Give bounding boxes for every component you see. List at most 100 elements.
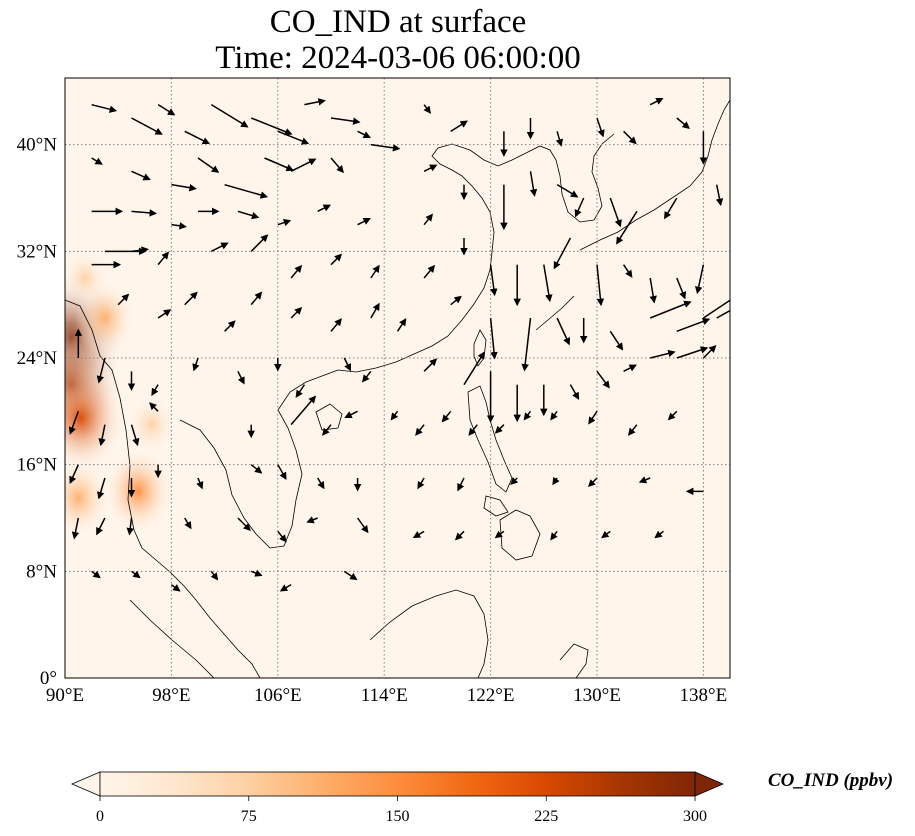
coastline-indochina bbox=[179, 369, 339, 549]
wind-arrow bbox=[556, 317, 570, 346]
wind-arrow bbox=[654, 530, 664, 539]
coastline-japan bbox=[579, 99, 730, 251]
wind-arrow bbox=[574, 197, 585, 218]
wind-arrow bbox=[157, 309, 172, 319]
wind-arrow bbox=[96, 517, 106, 536]
wind-arrow bbox=[237, 370, 245, 385]
concentration-hotspot bbox=[65, 363, 125, 473]
wind-arrow bbox=[344, 410, 358, 419]
wind-arrow bbox=[250, 234, 269, 252]
wind-arrow bbox=[450, 295, 462, 306]
wind-arrow bbox=[521, 317, 532, 372]
wind-arrow bbox=[131, 570, 141, 579]
wind-arrow bbox=[151, 384, 159, 396]
longitude-label: 138°E bbox=[680, 685, 728, 706]
longitude-tick-labels: 90°E 98°E 106°E 114°E 122°E 130°E 138°E bbox=[46, 685, 727, 706]
colorbar-title: CO_IND (ppbv) bbox=[768, 770, 894, 791]
concentration-hotspot bbox=[65, 458, 111, 538]
wind-arrow bbox=[96, 357, 106, 384]
wind-arrow bbox=[361, 370, 372, 383]
wind-arrow bbox=[306, 516, 318, 524]
coastline-korea bbox=[555, 133, 615, 223]
wind-arrow bbox=[91, 570, 101, 579]
wind-arrow bbox=[370, 264, 380, 279]
wind-arrow bbox=[553, 237, 572, 270]
wind-arrow bbox=[423, 264, 436, 279]
longitude-label: 114°E bbox=[361, 685, 408, 706]
coastline-sulawesi bbox=[559, 643, 589, 678]
wind-arrow bbox=[131, 117, 163, 135]
wind-arrow bbox=[523, 410, 532, 421]
wind-arrow bbox=[716, 309, 730, 319]
wind-arrow bbox=[702, 344, 717, 359]
wind-arrow bbox=[489, 317, 498, 360]
wind-arrow bbox=[157, 104, 176, 116]
wind-arrow bbox=[126, 517, 134, 536]
wind-arrow bbox=[330, 157, 344, 174]
wind-arrow bbox=[676, 117, 690, 129]
latitude-label: 8°N bbox=[26, 561, 57, 582]
wind-arrow bbox=[250, 464, 263, 474]
longitude-label: 130°E bbox=[573, 685, 621, 706]
wind-arrow bbox=[543, 264, 553, 303]
wind-arrow bbox=[396, 318, 407, 332]
wind-arrow bbox=[417, 477, 425, 490]
wind-arrow bbox=[510, 477, 519, 486]
wind-arrow bbox=[587, 477, 598, 488]
wind-arrow bbox=[295, 384, 306, 398]
wind-arrow bbox=[91, 157, 103, 165]
wind-arrow bbox=[450, 120, 468, 132]
colorbar-tick-label: 225 bbox=[534, 808, 558, 825]
longitude-label: 90°E bbox=[46, 685, 84, 706]
wind-arrow bbox=[423, 104, 432, 114]
coastline-visayas bbox=[483, 495, 509, 517]
wind-arrow bbox=[250, 569, 263, 577]
colorbar-extend-min bbox=[70, 771, 101, 797]
wind-arrow bbox=[304, 98, 326, 106]
wind-arrow bbox=[171, 222, 187, 230]
wind-arrow bbox=[694, 264, 705, 295]
colorbar-extend-max bbox=[694, 771, 725, 797]
wind-arrow bbox=[569, 384, 580, 400]
wind-arrow bbox=[489, 264, 498, 297]
wind-arrow bbox=[131, 246, 149, 254]
wind-arrow bbox=[494, 424, 505, 434]
longitude-label: 106°E bbox=[254, 685, 302, 706]
wind-arrow bbox=[97, 477, 106, 500]
coastline-sumatra bbox=[129, 599, 215, 678]
wind-arrow bbox=[192, 357, 200, 372]
latitude-label: 16°N bbox=[17, 455, 58, 476]
wind-arrow bbox=[250, 291, 263, 306]
latitude-label: 0° bbox=[40, 668, 57, 689]
wind-arrow bbox=[555, 131, 564, 147]
wind-arrow bbox=[390, 410, 399, 421]
wind-arrow bbox=[69, 464, 79, 485]
wind-arrow bbox=[171, 183, 197, 192]
wind-arrow bbox=[664, 197, 678, 220]
wind-arrow bbox=[290, 158, 317, 173]
wind-arrow bbox=[529, 171, 538, 197]
wind-arrow bbox=[729, 118, 730, 144]
wind-arrow bbox=[649, 300, 692, 319]
coastline-mindanao bbox=[499, 509, 541, 561]
wind-arrow bbox=[463, 351, 485, 386]
coastlines bbox=[65, 99, 730, 678]
wind-arrow bbox=[197, 157, 220, 173]
wind-arrow bbox=[279, 584, 292, 592]
wind-arrow bbox=[357, 217, 371, 226]
wind-arrow bbox=[91, 103, 118, 113]
wind-arrow bbox=[277, 464, 287, 480]
wind-arrow bbox=[277, 130, 310, 145]
map-frame bbox=[64, 77, 731, 679]
latitude-label: 40°N bbox=[17, 135, 58, 156]
wind-arrow bbox=[210, 570, 219, 581]
wind-arrow bbox=[601, 530, 611, 539]
wind-arrow bbox=[370, 143, 401, 152]
wind-arrow bbox=[457, 477, 465, 492]
wind-arrow bbox=[676, 346, 709, 359]
wind-arrow bbox=[330, 253, 343, 266]
wind-arrow bbox=[356, 517, 369, 534]
concentration-hotspot bbox=[65, 250, 108, 306]
wind-arrow bbox=[131, 209, 157, 217]
colorbar-bar bbox=[99, 771, 696, 797]
